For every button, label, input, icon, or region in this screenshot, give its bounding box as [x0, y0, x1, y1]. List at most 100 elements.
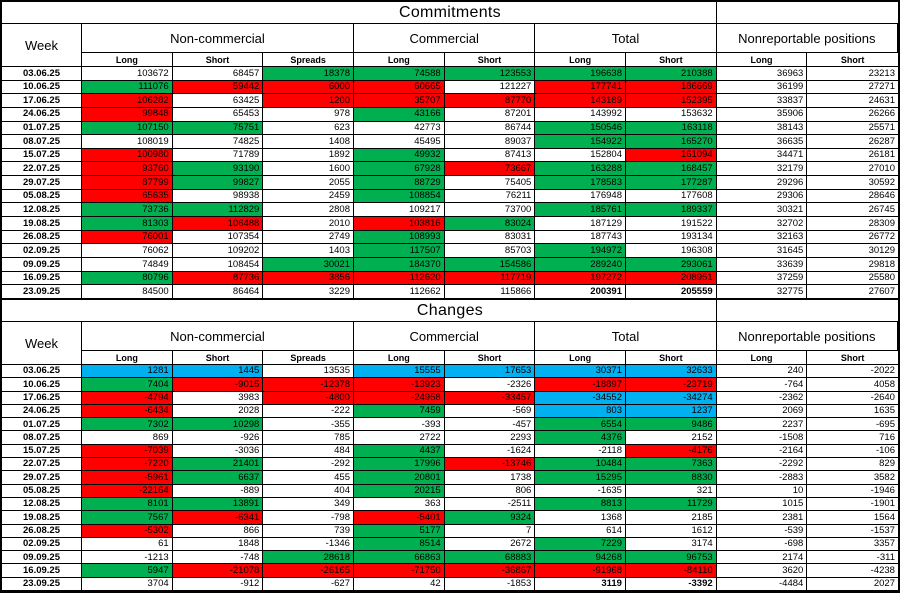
- value-cell-nc-short[interactable]: -926: [172, 431, 264, 445]
- value-cell-comm-long[interactable]: 17996: [353, 458, 445, 472]
- week-cell[interactable]: 05.08.25: [2, 189, 82, 204]
- value-cell-nr-long[interactable]: -2362: [716, 391, 808, 405]
- value-cell-comm-short[interactable]: -1624: [444, 444, 536, 459]
- value-cell-nr-short[interactable]: 25571: [807, 121, 898, 136]
- value-cell-nc-long[interactable]: 7302: [82, 418, 173, 432]
- week-cell[interactable]: 16.09.25: [2, 271, 82, 286]
- value-cell-comm-short[interactable]: 87413: [444, 148, 536, 163]
- value-cell-total-long[interactable]: 1368: [535, 511, 626, 525]
- value-cell-nr-long[interactable]: -2164: [716, 444, 808, 459]
- value-cell-total-short[interactable]: 3174: [625, 537, 717, 552]
- value-cell-nc-short[interactable]: 63425: [172, 94, 264, 108]
- value-cell-nc-short[interactable]: 87736: [172, 271, 264, 286]
- value-cell-nc-spreads[interactable]: -26165: [263, 564, 354, 578]
- value-cell-nr-short[interactable]: 30129: [807, 244, 898, 258]
- value-cell-total-long[interactable]: 10484: [535, 458, 626, 472]
- value-cell-nc-spreads[interactable]: 349: [263, 497, 354, 512]
- value-cell-nr-short[interactable]: -695: [807, 418, 898, 432]
- week-cell[interactable]: 05.08.25: [2, 484, 82, 498]
- value-cell-comm-short[interactable]: 75405: [444, 176, 536, 190]
- week-cell[interactable]: 24.06.25: [2, 107, 82, 122]
- value-cell-total-short[interactable]: 161094: [625, 148, 717, 163]
- value-cell-nc-short[interactable]: -6341: [172, 511, 264, 525]
- value-cell-total-short[interactable]: -3392: [625, 577, 717, 591]
- value-cell-total-short[interactable]: 2152: [625, 431, 717, 445]
- value-cell-comm-long[interactable]: 4437: [353, 444, 445, 459]
- value-cell-comm-short[interactable]: 89037: [444, 135, 536, 149]
- value-cell-nc-long[interactable]: 1281: [82, 365, 173, 379]
- value-cell-nr-short[interactable]: 27010: [807, 162, 898, 177]
- value-cell-nc-short[interactable]: 75751: [172, 121, 264, 136]
- value-cell-total-long[interactable]: 7229: [535, 537, 626, 552]
- value-cell-total-long[interactable]: 15295: [535, 471, 626, 485]
- value-cell-nr-short[interactable]: 28646: [807, 189, 898, 204]
- value-cell-nc-short[interactable]: -912: [172, 577, 264, 591]
- value-cell-total-short[interactable]: 210388: [625, 67, 717, 81]
- value-cell-nc-short[interactable]: 68457: [172, 67, 264, 81]
- value-cell-nc-spreads[interactable]: 455: [263, 471, 354, 485]
- value-cell-total-short[interactable]: 196308: [625, 244, 717, 258]
- value-cell-nr-short[interactable]: 3582: [807, 471, 898, 485]
- value-cell-nr-short[interactable]: 24631: [807, 94, 898, 108]
- value-cell-comm-short[interactable]: 2293: [444, 431, 536, 445]
- week-cell[interactable]: 24.06.25: [2, 404, 82, 419]
- value-cell-nr-short[interactable]: 2027: [807, 577, 898, 591]
- week-cell[interactable]: 29.07.25: [2, 471, 82, 485]
- value-cell-nc-short[interactable]: 108454: [172, 257, 264, 272]
- value-cell-comm-short[interactable]: 806: [444, 484, 536, 498]
- value-cell-nr-short[interactable]: -2640: [807, 391, 898, 405]
- week-cell[interactable]: 09.09.25: [2, 551, 82, 565]
- value-cell-nc-long[interactable]: 84500: [82, 285, 173, 299]
- value-cell-nc-spreads[interactable]: 1892: [263, 148, 354, 163]
- value-cell-comm-long[interactable]: 45495: [353, 135, 445, 149]
- value-cell-nc-spreads[interactable]: 739: [263, 524, 354, 538]
- value-cell-total-short[interactable]: 11729: [625, 497, 717, 512]
- value-cell-total-short[interactable]: -84110: [625, 564, 717, 578]
- week-cell[interactable]: 26.08.25: [2, 524, 82, 538]
- value-cell-nc-long[interactable]: -6434: [82, 404, 173, 419]
- value-cell-total-long[interactable]: 196638: [535, 67, 626, 81]
- value-cell-nc-short[interactable]: 112829: [172, 203, 264, 218]
- value-cell-nc-short[interactable]: 2028: [172, 404, 264, 419]
- value-cell-nc-long[interactable]: 869: [82, 431, 173, 445]
- value-cell-nc-spreads[interactable]: 28618: [263, 551, 354, 565]
- value-cell-total-short[interactable]: 208951: [625, 271, 717, 286]
- value-cell-nr-short[interactable]: -106: [807, 444, 898, 459]
- value-cell-comm-long[interactable]: 88729: [353, 176, 445, 190]
- value-cell-nc-short[interactable]: 6637: [172, 471, 264, 485]
- value-cell-nc-long[interactable]: 111076: [82, 80, 173, 95]
- value-cell-nc-spreads[interactable]: -292: [263, 458, 354, 472]
- value-cell-total-short[interactable]: 321: [625, 484, 717, 498]
- value-cell-nc-long[interactable]: 106282: [82, 94, 173, 108]
- week-cell[interactable]: 08.07.25: [2, 135, 82, 149]
- value-cell-total-long[interactable]: 150546: [535, 121, 626, 136]
- value-cell-comm-long[interactable]: -393: [353, 418, 445, 432]
- value-cell-comm-short[interactable]: 117719: [444, 271, 536, 286]
- value-cell-nc-short[interactable]: -748: [172, 551, 264, 565]
- value-cell-nc-short[interactable]: 106488: [172, 217, 264, 231]
- week-cell[interactable]: 10.06.25: [2, 80, 82, 95]
- value-cell-comm-short[interactable]: 121227: [444, 80, 536, 95]
- value-cell-nc-long[interactable]: 76001: [82, 230, 173, 245]
- value-cell-comm-short[interactable]: -569: [444, 404, 536, 419]
- value-cell-nr-long[interactable]: 10: [716, 484, 808, 498]
- value-cell-total-short[interactable]: 8830: [625, 471, 717, 485]
- value-cell-nc-long[interactable]: 99848: [82, 107, 173, 122]
- value-cell-comm-short[interactable]: 68883: [444, 551, 536, 565]
- value-cell-comm-long[interactable]: 112662: [353, 285, 445, 299]
- week-cell[interactable]: 15.07.25: [2, 148, 82, 163]
- value-cell-total-short[interactable]: 163118: [625, 121, 717, 136]
- value-cell-nc-short[interactable]: 98938: [172, 189, 264, 204]
- value-cell-nc-long[interactable]: 93760: [82, 162, 173, 177]
- value-cell-comm-long[interactable]: 20801: [353, 471, 445, 485]
- value-cell-total-long[interactable]: 6554: [535, 418, 626, 432]
- value-cell-comm-long[interactable]: 184370: [353, 257, 445, 272]
- value-cell-nc-spreads[interactable]: -355: [263, 418, 354, 432]
- value-cell-nr-long[interactable]: 2381: [716, 511, 808, 525]
- value-cell-nr-short[interactable]: 26745: [807, 203, 898, 218]
- value-cell-nr-short[interactable]: 30592: [807, 176, 898, 190]
- value-cell-nc-spreads[interactable]: 2808: [263, 203, 354, 218]
- value-cell-nr-short[interactable]: 27607: [807, 285, 898, 299]
- value-cell-nc-long[interactable]: -5302: [82, 524, 173, 538]
- value-cell-comm-short[interactable]: -13746: [444, 458, 536, 472]
